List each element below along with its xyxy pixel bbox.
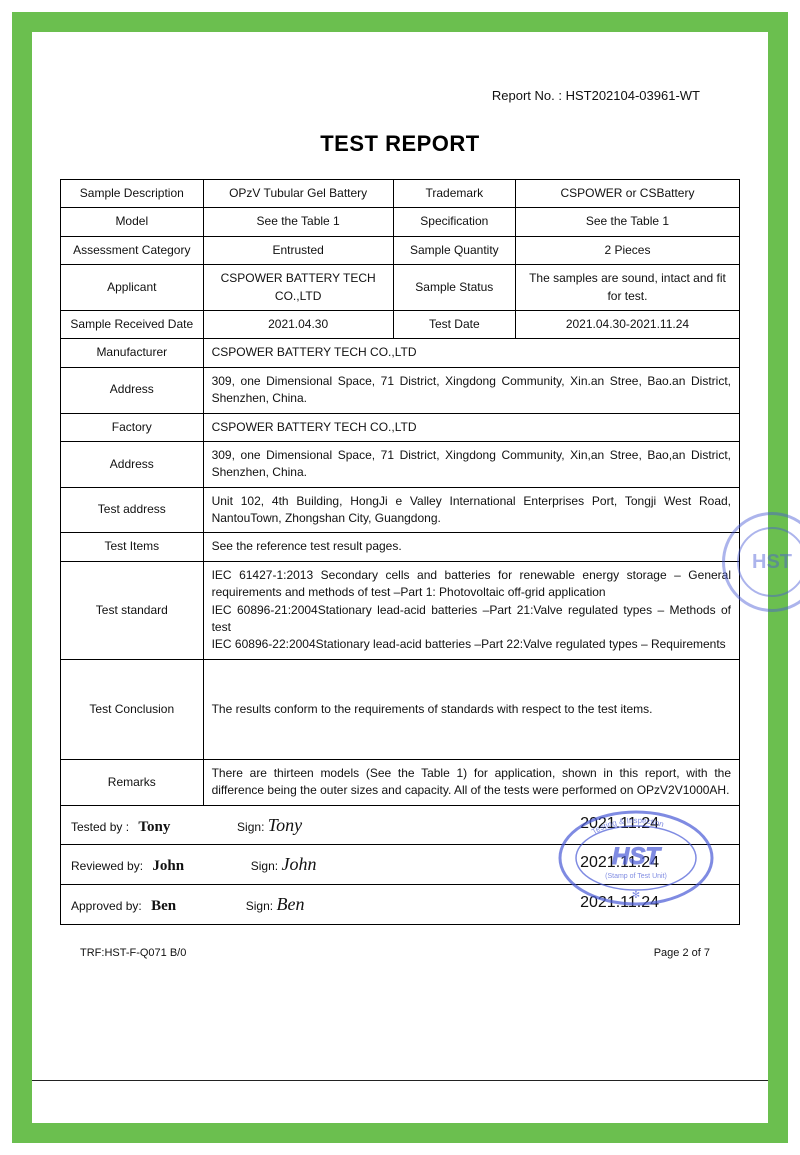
sig-signature: Tony bbox=[268, 815, 302, 835]
page-footer: TRF:HST-F-Q071 B/0 Page 2 of 7 bbox=[60, 947, 740, 959]
table-row: Test Conclusion The results conform to t… bbox=[61, 659, 740, 759]
cell-value: There are thirteen models (See the Table… bbox=[203, 759, 739, 805]
cell-label: Factory bbox=[61, 413, 204, 441]
svg-text:✻: ✻ bbox=[632, 890, 640, 901]
sig-role: Approved by: bbox=[71, 899, 142, 913]
cell-label: Manufacturer bbox=[61, 339, 204, 367]
sig-signature: John bbox=[281, 854, 316, 874]
cell-value: OPzV Tubular Gel Battery bbox=[203, 180, 393, 208]
cell-value: IEC 61427-1:2013 Secondary cells and bat… bbox=[203, 561, 739, 659]
divider-line bbox=[32, 1080, 768, 1081]
cell-label: Test address bbox=[61, 487, 204, 533]
cell-label: Sample Status bbox=[393, 265, 515, 311]
report-number: Report No. : HST202104-03961-WT bbox=[60, 88, 740, 103]
cell-label: Test Date bbox=[393, 310, 515, 338]
table-row: Remarks There are thirteen models (See t… bbox=[61, 759, 740, 805]
table-row: Address 309, one Dimensional Space, 71 D… bbox=[61, 367, 740, 413]
stamp-main-text: HST bbox=[612, 843, 662, 870]
cell-value: The samples are sound, intact and fit fo… bbox=[515, 265, 739, 311]
cell-value: CSPOWER or CSBattery bbox=[515, 180, 739, 208]
table-row: Test Items See the reference test result… bbox=[61, 533, 740, 561]
cell-label: Applicant bbox=[61, 265, 204, 311]
cell-label: Sample Description bbox=[61, 180, 204, 208]
sig-name: Ben bbox=[145, 898, 176, 914]
cell-label: Model bbox=[61, 208, 204, 236]
cell-label: Test standard bbox=[61, 561, 204, 659]
table-row: Applicant CSPOWER BATTERY TECH CO.,LTD S… bbox=[61, 265, 740, 311]
sig-role: Tested by : bbox=[71, 820, 129, 834]
stamp-text: HST bbox=[737, 527, 800, 597]
sig-name: Tony bbox=[132, 819, 170, 835]
stamp-subtitle: (Stamp of Test Unit) bbox=[605, 873, 667, 880]
table-row: Factory CSPOWER BATTERY TECH CO.,LTD bbox=[61, 413, 740, 441]
cell-label: Test Items bbox=[61, 533, 204, 561]
cell-value: See the reference test result pages. bbox=[203, 533, 739, 561]
cell-label: Test Conclusion bbox=[61, 659, 204, 759]
cell-label: Trademark bbox=[393, 180, 515, 208]
cell-value: See the Table 1 bbox=[515, 208, 739, 236]
document-frame: Report No. : HST202104-03961-WT TEST REP… bbox=[12, 12, 788, 1143]
cell-value: Entrusted bbox=[203, 236, 393, 264]
report-no-value: HST202104-03961-WT bbox=[566, 88, 700, 103]
cell-value: 2 Pieces bbox=[515, 236, 739, 264]
cell-label: Address bbox=[61, 367, 204, 413]
cell-label: Remarks bbox=[61, 759, 204, 805]
table-row: Sample Description OPzV Tubular Gel Batt… bbox=[61, 180, 740, 208]
sig-role: Reviewed by: bbox=[71, 859, 143, 873]
table-row: Assessment Category Entrusted Sample Qua… bbox=[61, 236, 740, 264]
sig-sign-label: Sign: bbox=[246, 899, 273, 913]
cell-value: Unit 102, 4th Building, HongJi e Valley … bbox=[203, 487, 739, 533]
cell-value: 309, one Dimensional Space, 71 District,… bbox=[203, 441, 739, 487]
cell-label: Sample Quantity bbox=[393, 236, 515, 264]
cell-label: Assessment Category bbox=[61, 236, 204, 264]
cell-value: 309, one Dimensional Space, 71 District,… bbox=[203, 367, 739, 413]
cell-value: 2021.04.30-2021.11.24 bbox=[515, 310, 739, 338]
table-row: Test standard IEC 61427-1:2013 Secondary… bbox=[61, 561, 740, 659]
cell-label: Specification bbox=[393, 208, 515, 236]
conclusion-text: The results conform to the requirements … bbox=[212, 701, 731, 718]
sig-name: John bbox=[146, 858, 184, 874]
stamp-icon: Testing & Inspection HST (Stamp of Test … bbox=[556, 808, 716, 908]
footer-left: TRF:HST-F-Q071 B/0 bbox=[80, 947, 186, 959]
sig-sign-label: Sign: bbox=[237, 820, 264, 834]
table-row: Model See the Table 1 Specification See … bbox=[61, 208, 740, 236]
cell-value: CSPOWER BATTERY TECH CO.,LTD bbox=[203, 265, 393, 311]
footer-right: Page 2 of 7 bbox=[654, 947, 710, 959]
page-title: TEST REPORT bbox=[60, 131, 740, 157]
cell-value: CSPOWER BATTERY TECH CO.,LTD bbox=[203, 413, 739, 441]
report-no-label: Report No. : bbox=[492, 88, 562, 103]
table-row: Address 309, one Dimensional Space, 71 D… bbox=[61, 441, 740, 487]
cell-label: Address bbox=[61, 441, 204, 487]
cell-label: Sample Received Date bbox=[61, 310, 204, 338]
cell-value: 2021.04.30 bbox=[203, 310, 393, 338]
cell-value: The results conform to the requirements … bbox=[203, 659, 739, 759]
table-row: Manufacturer CSPOWER BATTERY TECH CO.,LT… bbox=[61, 339, 740, 367]
cell-value: CSPOWER BATTERY TECH CO.,LTD bbox=[203, 339, 739, 367]
table-row: Test address Unit 102, 4th Building, Hon… bbox=[61, 487, 740, 533]
sig-sign-label: Sign: bbox=[251, 859, 278, 873]
cell-value: See the Table 1 bbox=[203, 208, 393, 236]
sig-signature: Ben bbox=[276, 894, 304, 914]
table-row: Sample Received Date 2021.04.30 Test Dat… bbox=[61, 310, 740, 338]
